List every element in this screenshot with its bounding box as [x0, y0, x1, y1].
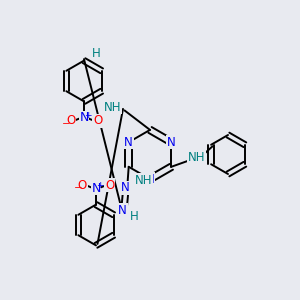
- Text: N: N: [79, 111, 89, 124]
- Text: H: H: [92, 46, 100, 60]
- Text: N: N: [146, 172, 154, 186]
- Text: −: −: [74, 182, 82, 193]
- Text: +: +: [84, 111, 92, 120]
- Text: NH: NH: [135, 174, 152, 187]
- Text: N: N: [118, 204, 127, 217]
- Text: NH: NH: [188, 151, 206, 164]
- Text: −: −: [61, 119, 70, 129]
- Text: O: O: [66, 114, 75, 128]
- Text: N: N: [91, 182, 101, 195]
- Text: O: O: [105, 178, 114, 192]
- Text: N: N: [121, 181, 130, 194]
- Text: NH: NH: [104, 101, 122, 114]
- Text: +: +: [96, 181, 103, 190]
- Text: N: N: [167, 136, 176, 149]
- Text: O: O: [93, 114, 102, 128]
- Text: O: O: [78, 178, 87, 192]
- Text: N: N: [124, 136, 133, 149]
- Text: H: H: [130, 210, 139, 223]
